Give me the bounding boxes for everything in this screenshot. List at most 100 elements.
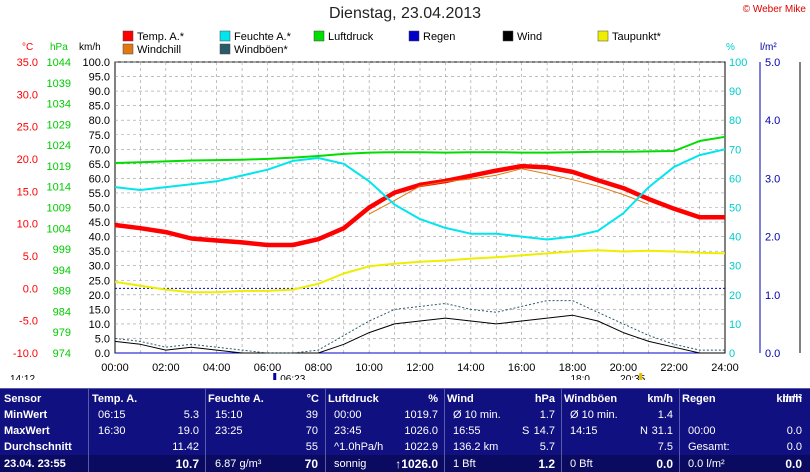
pressure-tick-label: 979 — [53, 327, 71, 339]
time-tick-label: 24:00 — [711, 362, 739, 374]
pressure-time: 23:45 — [334, 425, 362, 437]
humidity-time: 23:25 — [215, 425, 243, 437]
table-header-unit: km/h — [776, 393, 802, 405]
pressure-value: 1022.9 — [404, 441, 438, 453]
rain-tick-label: 0.0 — [765, 348, 780, 360]
humidity-value: 55 — [305, 441, 318, 453]
pressure-tick-label: 1014 — [47, 182, 71, 194]
kmh-tick-label: 60.0 — [89, 173, 110, 185]
pressure-tick-label: 1034 — [47, 99, 71, 111]
temp-value: 5.3 — [183, 409, 199, 421]
gust-direction: N — [640, 425, 648, 437]
legend-swatch — [502, 30, 514, 42]
legend-label: Temp. A.* — [137, 31, 185, 43]
pressure-value: 1019.7 — [404, 409, 438, 421]
humidity-tick-label: 80 — [729, 115, 741, 127]
table-separator — [444, 389, 445, 472]
kmh-tick-label: 55.0 — [89, 188, 110, 200]
kmh-tick-label: 45.0 — [89, 217, 110, 229]
temp-tick-label: 0.0 — [23, 283, 38, 295]
wind-time: 16:55 — [453, 425, 481, 437]
temp-tick-label: 15.0 — [17, 186, 38, 198]
time-tick-label: 18:00 — [559, 362, 587, 374]
wind-direction: S — [522, 425, 530, 437]
time-tick-label: 12:00 — [406, 362, 434, 374]
pressure-tick-label: 974 — [53, 348, 71, 360]
pressure-tick-label: 999 — [53, 244, 71, 256]
rain-tick-label: 3.0 — [765, 173, 780, 185]
moon-label-b: 18:0 — [571, 374, 591, 380]
series-line-luftdruck — [114, 135, 726, 164]
pressure-tick-label: 989 — [53, 286, 71, 298]
wind-time: 1 Bft — [453, 458, 476, 470]
wind-value: 1.7 — [539, 409, 555, 421]
kmh-tick-label: 20.0 — [89, 290, 110, 302]
table-row-label: MaxWert — [4, 425, 50, 437]
wind-time: 136.2 km — [453, 441, 499, 453]
pressure-time: 00:00 — [334, 409, 362, 421]
legend-swatch — [122, 43, 134, 55]
kmh-tick-label: 5.0 — [95, 333, 110, 345]
legend-label: Taupunkt* — [612, 31, 662, 43]
kmh-tick-label: 85.0 — [89, 101, 110, 113]
pressure-tick-label: 1029 — [47, 119, 71, 131]
table-row-label: Durchschnitt — [4, 441, 72, 453]
time-tick-label: 20:00 — [610, 362, 638, 374]
sunrise-marker — [273, 373, 277, 380]
table-separator — [205, 389, 206, 472]
time-tick-label: 10:00 — [355, 362, 383, 374]
series-line-tempa — [114, 163, 725, 248]
table-header-unit: °C — [306, 393, 319, 405]
temp-value: 10.7 — [175, 457, 199, 471]
legend-label: Windchill — [137, 44, 181, 56]
pressure-tick-label: 1019 — [47, 161, 71, 173]
kmh-tick-label: 10.0 — [89, 319, 110, 331]
humidity-tick-label: 20 — [729, 290, 741, 302]
humidity-tick-label: 50 — [729, 203, 741, 215]
rain-tick-label: 5.0 — [765, 57, 780, 69]
table-row-label: MinWert — [4, 409, 48, 421]
temp-axis-unit: °C — [22, 42, 33, 53]
table-separator — [561, 389, 562, 472]
temp-tick-label: 30.0 — [17, 89, 38, 101]
sunset-label: 20:35 — [620, 374, 645, 380]
table-header: Wind — [447, 393, 474, 405]
pressure-tick-label: 994 — [53, 265, 71, 277]
moon-label-a: 14:12 — [10, 374, 35, 380]
legend-label: Windböen* — [234, 44, 289, 56]
pressure-axis-unit: hPa — [50, 42, 68, 53]
pressure-tick-label: 1004 — [47, 223, 71, 235]
table-separator — [88, 389, 89, 472]
temp-tick-label: -5.0 — [19, 316, 38, 328]
weather-chart: Dienstag, 23.04.2013 © Weber Mike °C hPa k… — [10, 4, 806, 380]
humidity-time: 15:10 — [215, 409, 243, 421]
time-tick-label: 00:00 — [101, 362, 129, 374]
humidity-tick-label: 60 — [729, 173, 741, 185]
series-line-windben — [114, 300, 725, 354]
table-separator — [325, 389, 326, 472]
gust-value: 31.1 — [651, 425, 673, 437]
kmh-tick-label: 70.0 — [89, 144, 110, 156]
credit-label: © Weber Mike — [742, 4, 806, 15]
rain-tick-label: 4.0 — [765, 115, 780, 127]
table-header: Feuchte A. — [208, 393, 264, 405]
wind-value: 1.2 — [538, 457, 555, 471]
legend-swatch — [597, 30, 609, 42]
gust-value: 0.0 — [656, 457, 673, 471]
temp-tick-label: 10.0 — [17, 219, 38, 231]
chart-title: Dienstag, 23.04.2013 — [328, 5, 482, 22]
legend-label: Luftdruck — [328, 31, 374, 43]
kmh-tick-label: 40.0 — [89, 232, 110, 244]
temp-time: 16:30 — [98, 425, 126, 437]
pressure-time: ^1.0hPa/h — [334, 441, 384, 453]
kmh-tick-label: 15.0 — [89, 304, 110, 316]
rain-value: 0.0 — [786, 425, 802, 437]
humidity-value: 70 — [304, 457, 318, 471]
kmh-tick-label: 25.0 — [89, 275, 110, 287]
wind-time: Ø 10 min. — [453, 409, 501, 421]
temp-tick-label: 35.0 — [17, 57, 38, 69]
time-tick-label: 14:00 — [457, 362, 485, 374]
table-header-unit: km/h — [647, 393, 673, 405]
series-line-taupunkt — [114, 249, 726, 294]
kmh-tick-label: 30.0 — [89, 261, 110, 273]
